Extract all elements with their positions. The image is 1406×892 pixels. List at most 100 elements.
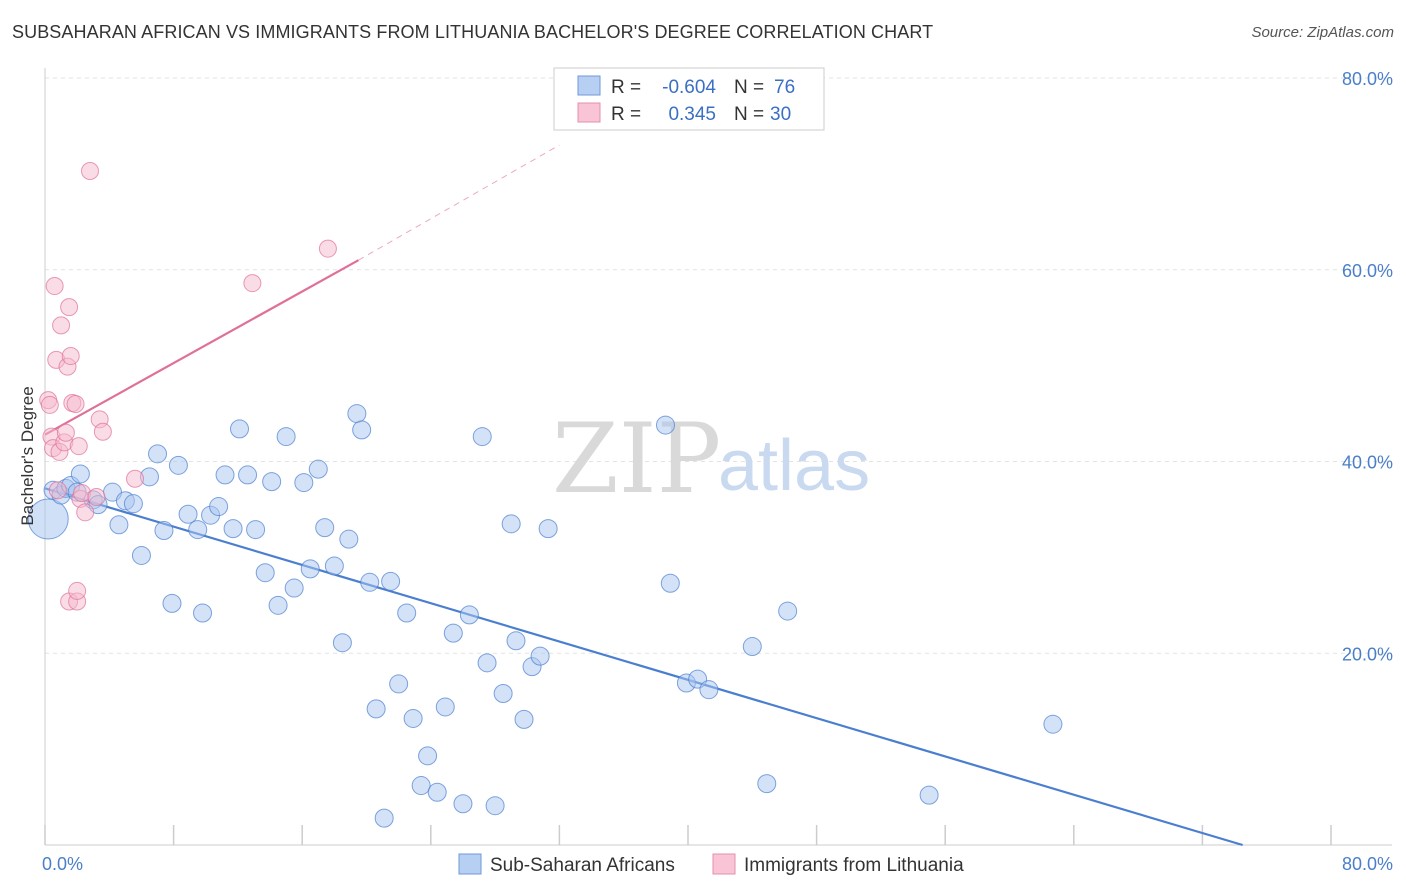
stats-n-value-pink: 30 [770,104,791,125]
blue-point [300,559,320,579]
series-sub-saharan-africans [27,404,1063,828]
blue-point [360,572,380,592]
blue-point [427,782,447,802]
y-tick-label-3: 80.0% [1342,69,1393,89]
y-tick-label-2: 60.0% [1342,261,1393,281]
blue-point [501,514,521,534]
stats-r-label-pink: R = [611,104,641,125]
blue-point [485,796,505,816]
blue-point [238,465,258,485]
legend-swatch-immigrants-from-lithuania [712,853,736,875]
pink-point [52,316,71,335]
series-immigrants-from-lithuania [39,161,337,611]
blue-point [123,494,143,514]
blue-point [148,444,168,464]
pink-point [93,422,112,441]
blue-point-large [27,498,69,540]
blue-point [347,404,367,424]
pink-point [60,298,79,317]
blue-point [411,776,431,796]
blue-point [154,521,174,541]
stats-n-label-pink: N = [734,104,764,125]
y-tick-label-0: 20.0% [1342,644,1393,664]
blue-point [530,646,550,666]
blue-point [209,497,229,517]
watermark-atlas: atlas [718,426,870,506]
pink-point [81,161,100,180]
blue-point [443,623,463,643]
blue-point [453,794,473,814]
axes [44,68,1392,846]
blue-point [472,427,492,447]
pink-point [68,581,87,600]
blue-point [223,519,243,539]
blue-point [919,785,939,805]
stats-n-value-blue: 76 [774,77,795,98]
blue-point [276,427,296,447]
blue-point [332,633,352,653]
stats-r-value-blue: -0.604 [662,77,716,98]
blue-point [193,603,213,623]
pink-point [61,347,80,366]
blue-point [477,653,497,673]
blue-point [230,419,250,439]
blue-point [459,605,479,625]
blue-point [403,708,423,728]
blue-point [418,746,438,766]
blue-point [262,472,282,492]
blue-point [389,674,409,694]
y-axis-label: Bachelor's Degree [18,386,37,525]
blue-point [381,571,401,591]
x-tick-label-0: 0.0% [42,854,83,874]
pink-point [56,423,75,442]
blue-point [742,637,762,657]
pink-point [69,437,88,456]
blue-point [366,699,386,719]
trend-line-pink [44,259,359,436]
legend-label-sub-saharan-africans: Sub-Saharan Africans [490,855,675,876]
blue-point [339,529,359,549]
blue-point [162,593,182,613]
blue-point [215,465,235,485]
blue-point [70,464,90,484]
x-tick-label-1: 80.0% [1342,854,1393,874]
blue-point [352,420,372,440]
blue-point [168,455,188,475]
stats-legend-swatch-blue [577,75,601,96]
pink-point [45,277,64,296]
blue-point [109,515,129,535]
stats-n-label-blue: N = [734,77,764,98]
blue-point [435,697,455,717]
watermark: ZIP atlas [552,403,870,515]
pink-point [76,503,95,522]
blue-point [255,563,275,583]
pink-point [87,487,106,506]
pink-point [40,395,59,414]
trend-line-blue [44,487,1243,847]
pink-point [318,239,337,258]
blue-point [699,680,719,700]
stats-r-label-blue: R = [611,77,641,98]
source-credit: Source: ZipAtlas.com [1251,24,1394,41]
stats-legend: R = -0.604 N = 76 R = 0.345 N = 30 [553,67,825,131]
blue-point [397,603,417,623]
blue-point [188,520,208,540]
stats-legend-swatch-pink [577,102,601,123]
gridlines [45,77,1392,654]
pink-point [48,481,67,500]
bottom-legend: Sub-Saharan Africans Immigrants from Lit… [458,853,964,876]
chart-title: SUBSAHARAN AFRICAN VS IMMIGRANTS FROM LI… [12,22,934,42]
blue-point [294,473,314,493]
blue-point [246,520,266,540]
blue-point [493,684,513,704]
legend-swatch-sub-saharan-africans [458,853,482,875]
blue-point [778,601,798,621]
blue-point [660,573,680,593]
blue-point [315,518,335,538]
trend-lines [44,144,1243,847]
pink-point [66,394,85,413]
pink-point [126,469,145,488]
watermark-zip: ZIP [552,403,721,515]
blue-point [757,774,777,794]
